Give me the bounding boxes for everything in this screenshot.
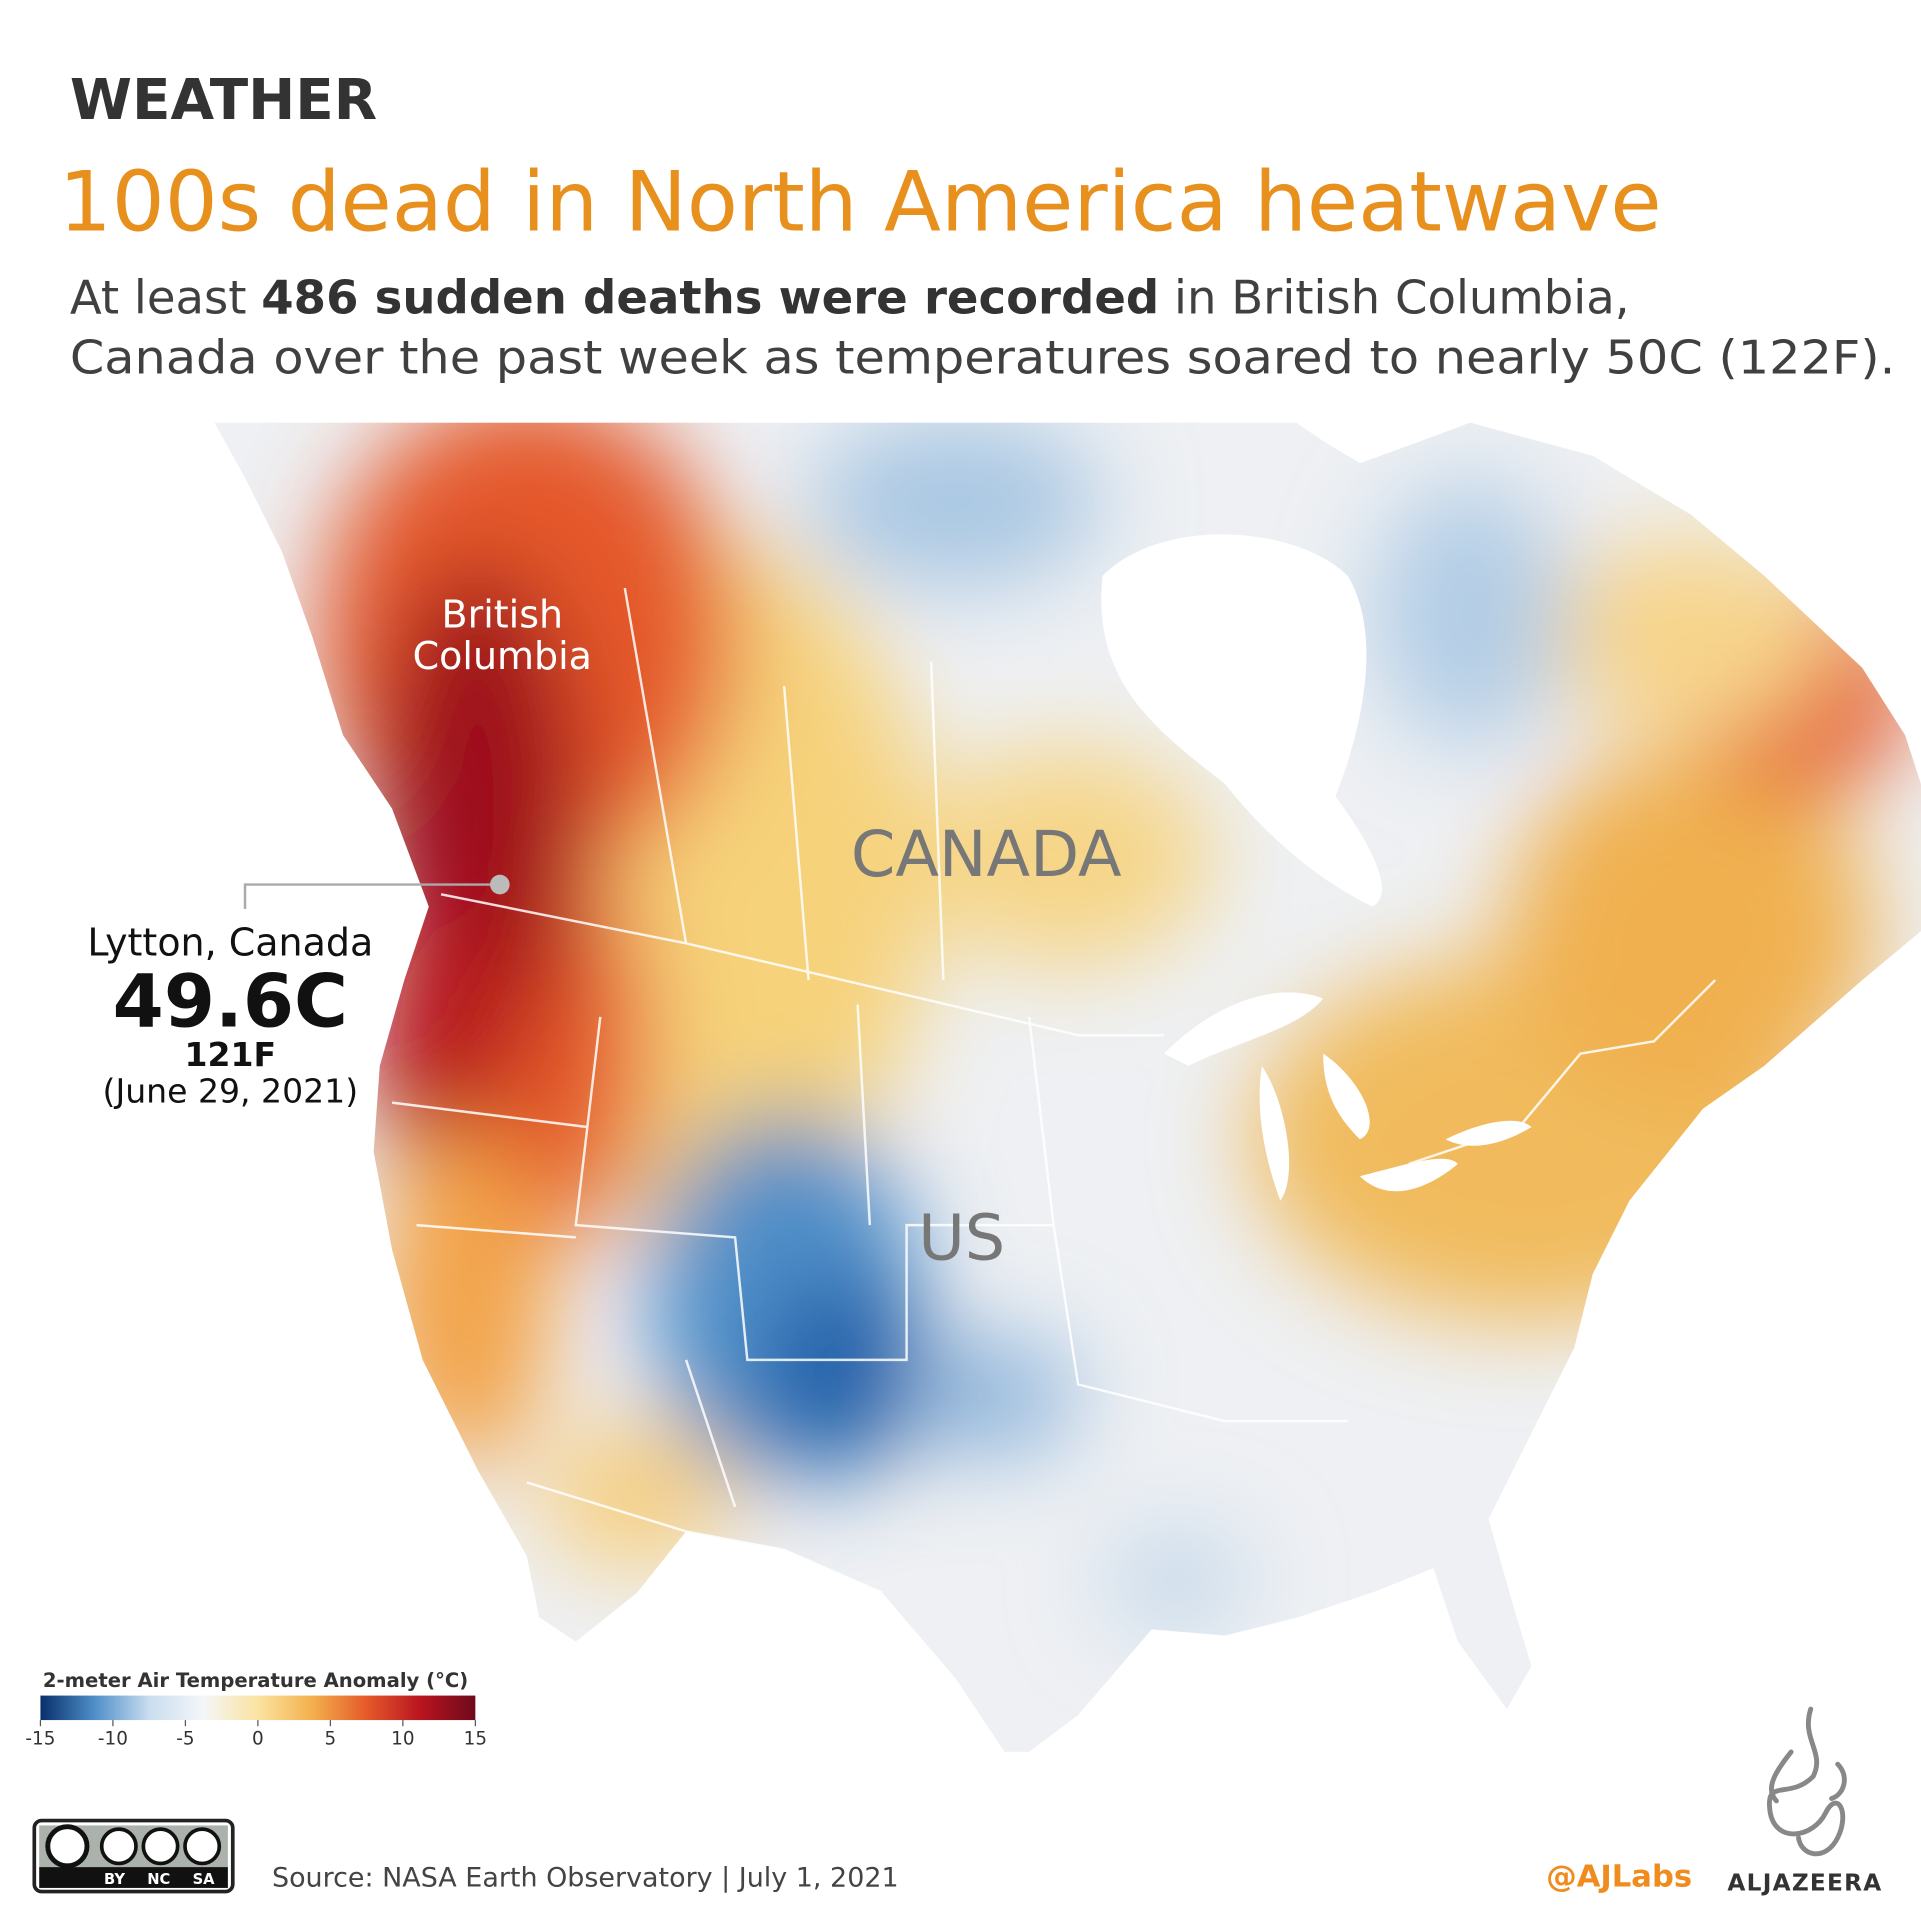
map [214, 422, 1921, 1752]
legend-tick-label: 10 [391, 1729, 414, 1750]
country-label: CANADA [851, 818, 1122, 892]
annotation-fahrenheit: 121F [185, 1035, 277, 1074]
legend-bar [40, 1695, 476, 1721]
subtitle-bold: 486 sudden deaths were recorded [261, 271, 1159, 325]
brand: ALJAZEERA [1727, 1869, 1882, 1896]
annotation-place: Lytton, Canada [87, 921, 373, 965]
legend-title: 2-meter Air Temperature Anomaly (°C) [43, 1669, 468, 1692]
leader-line [243, 883, 500, 910]
borders [391, 587, 1717, 1594]
province-label: British Columbia [413, 592, 592, 678]
location-dot [490, 874, 510, 895]
legend-tick-label: -5 [176, 1729, 194, 1750]
legend-tick-label: 5 [325, 1729, 337, 1750]
country-label: US [918, 1201, 1005, 1275]
annotation-celsius: 49.6C [113, 960, 348, 1045]
source: Source: NASA Earth Observatory | July 1,… [272, 1863, 899, 1894]
legend-tick-label: -10 [98, 1729, 128, 1750]
province-label-line: Columbia [413, 634, 592, 678]
subtitle-line-2: Canada over the past week as temperature… [70, 331, 1895, 385]
hudson-bay [1101, 534, 1383, 907]
handle: @AJLabs [1546, 1860, 1692, 1895]
annotation-date: (June 29, 2021) [103, 1072, 359, 1111]
province-label-line: British [442, 592, 564, 636]
annotation: Lytton, Canada 49.6C 121F (June 29, 2021… [87, 921, 373, 1111]
great-lakes [1163, 992, 1532, 1201]
legend-tick-label: 15 [464, 1729, 487, 1750]
license-text: BY NC SA [104, 1871, 215, 1888]
legend-tick-label: 0 [252, 1729, 264, 1750]
legend-tick-label: -15 [25, 1729, 55, 1750]
subtitle-text: At least [70, 271, 261, 325]
subtitle-text: in British Columbia, [1159, 271, 1629, 325]
title: 100s dead in North America heatwave [59, 153, 1662, 250]
brand-logo [1766, 1706, 1847, 1857]
kicker: WEATHER [70, 68, 377, 133]
subtitle-line-1: At least 486 sudden deaths were recorded… [70, 271, 1630, 325]
license-badge: BY NC SA [32, 1818, 235, 1894]
legend: 2-meter Air Temperature Anomaly (°C) -15… [25, 1669, 487, 1750]
